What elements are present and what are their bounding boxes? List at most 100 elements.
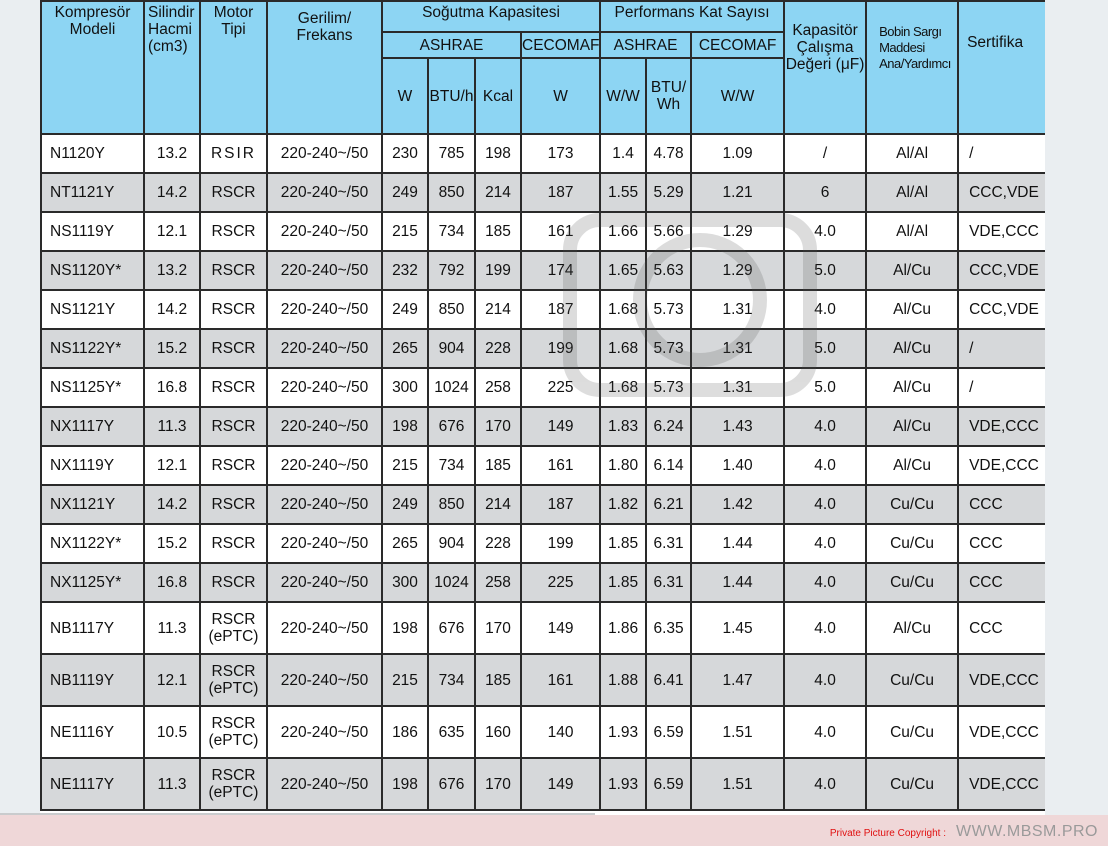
cell-model: NB1117Y (40, 601, 145, 655)
cell-motor-type: RSCR (199, 172, 268, 213)
table-row: NB1117Y 11.3 RSCR (ePTC) 220-240~/50 198 676 1… (40, 601, 1045, 655)
cell-cooling-btuh: 1024 (427, 367, 476, 408)
cell-cooling-w: 300 (381, 367, 429, 408)
cell-perf-cecomaf-ww: 1.51 (690, 705, 786, 759)
cell-model: NS1119Y (40, 211, 145, 252)
cell-capacitor: 4.0 (783, 289, 868, 330)
unit-btu-wh: BTU/ Wh (645, 57, 693, 135)
cell-perf-btuwh: 6.31 (645, 562, 693, 603)
cell-perf-btuwh: 6.24 (645, 406, 693, 447)
col-header-performance: Performans Kat Sayısı (599, 0, 786, 33)
cell-cooling-w: 198 (381, 406, 429, 447)
cell-model: NE1117Y (40, 757, 145, 811)
cell-cecomaf-w: 199 (519, 328, 602, 369)
cell-model: NS1122Y* (40, 328, 145, 369)
cell-voltage: 220-240~/50 (266, 406, 383, 447)
cell-perf-cecomaf-ww: 1.31 (690, 367, 786, 408)
cell-cooling-kcal: 214 (474, 289, 522, 330)
cell-cooling-w: 265 (381, 523, 429, 564)
cell-cooling-btuh: 1024 (427, 562, 476, 603)
cell-perf-btuwh: 4.78 (645, 133, 693, 174)
cell-cooling-btuh: 734 (427, 445, 476, 486)
cell-capacitor: 5.0 (783, 328, 868, 369)
cell-cecomaf-w: 174 (519, 250, 602, 291)
cell-displacement: 11.3 (143, 757, 201, 811)
cell-cooling-btuh: 635 (427, 705, 476, 759)
cell-voltage: 220-240~/50 (266, 562, 383, 603)
table-row: NX1117Y 11.3 RSCR 220-240~/50 198 676 170 149 1.… (40, 406, 1045, 447)
cell-cooling-kcal: 214 (474, 484, 522, 525)
cell-certificate: CCC (957, 484, 1045, 525)
cell-model: NB1119Y (40, 653, 145, 707)
col-header-cooling-capacity: Soğutma Kapasitesi (380, 0, 602, 33)
cell-cooling-w: 249 (381, 484, 429, 525)
table-row: NS1121Y 14.2 RSCR 220-240~/50 249 850 214 187 1.… (40, 289, 1045, 330)
cell-cooling-w: 198 (381, 601, 429, 655)
cell-perf-cecomaf-ww: 1.40 (690, 445, 786, 486)
cell-certificate: VDE,CCC (957, 757, 1045, 811)
col-header-cooling-cecomaf: CECOMAF (519, 31, 602, 59)
cell-perf-cecomaf-ww: 1.44 (690, 523, 786, 564)
cell-displacement: 11.3 (143, 601, 201, 655)
cell-motor-type: RSCR (199, 250, 268, 291)
table-row: N1120Y 13.2 RSIR 220-240~/50 230 785 198 173 1.4… (40, 133, 1045, 174)
cell-cooling-kcal: 170 (474, 406, 522, 447)
cell-certificate: VDE,CCC (957, 445, 1045, 486)
cell-perf-btuwh: 5.73 (645, 289, 693, 330)
cell-winding: Al/Cu (865, 445, 960, 486)
cell-winding: Al/Al (865, 133, 960, 174)
cell-cecomaf-w: 173 (519, 133, 602, 174)
cell-motor-type: RSCR (ePTC) (199, 601, 268, 655)
cell-displacement: 16.8 (143, 367, 201, 408)
cell-certificate: VDE,CCC (957, 211, 1045, 252)
cell-cooling-kcal: 199 (474, 250, 522, 291)
table-row: NX1122Y* 15.2 RSCR 220-240~/50 265 904 228 199 1… (40, 523, 1045, 564)
table-row: NS1120Y* 13.2 RSCR 220-240~/50 232 792 199 174 1… (40, 250, 1045, 291)
cell-perf-cecomaf-ww: 1.47 (690, 653, 786, 707)
cell-capacitor: / (783, 133, 868, 174)
footer-bar (0, 815, 1108, 846)
cell-winding: Cu/Cu (865, 484, 960, 525)
cell-perf-btuwh: 5.29 (645, 172, 693, 213)
col-header-displacement: Silindir Hacmi (cm3) (143, 0, 201, 135)
cell-cooling-w: 249 (381, 289, 429, 330)
table-row: NE1117Y 11.3 RSCR (ePTC) 220-240~/50 198 676 1… (40, 757, 1045, 811)
cell-motor-type: RSCR (199, 367, 268, 408)
cell-winding: Al/Al (865, 211, 960, 252)
cell-winding: Al/Cu (865, 289, 960, 330)
cell-cooling-w: 215 (381, 211, 429, 252)
cell-cooling-btuh: 850 (427, 289, 476, 330)
cell-perf-btuwh: 6.14 (645, 445, 693, 486)
table-row: NX1125Y* 16.8 RSCR 220-240~/50 300 1024 258 225… (40, 562, 1045, 603)
cell-cooling-w: 232 (381, 250, 429, 291)
col-header-certificate: Sertifika (957, 0, 1045, 135)
table-row: NT1121Y 14.2 RSCR 220-240~/50 249 850 214 187 1.… (40, 172, 1045, 213)
cell-cooling-btuh: 904 (427, 328, 476, 369)
cell-cooling-w: 186 (381, 705, 429, 759)
cell-winding: Al/Cu (865, 406, 960, 447)
cell-voltage: 220-240~/50 (266, 601, 383, 655)
cell-winding: Al/Cu (865, 367, 960, 408)
cell-model: NT1121Y (40, 172, 145, 213)
cell-voltage: 220-240~/50 (266, 705, 383, 759)
cell-certificate: VDE,CCC (957, 653, 1045, 707)
cell-winding: Al/Cu (865, 328, 960, 369)
col-header-capacitor: Kapasitör Çalışma Değeri (μF) (783, 0, 868, 135)
cell-voltage: 220-240~/50 (266, 367, 383, 408)
cell-perf-cecomaf-ww: 1.44 (690, 562, 786, 603)
unit-btuh: BTU/h (427, 57, 476, 135)
unit-cecomaf-w: W (519, 57, 602, 135)
cell-displacement: 10.5 (143, 705, 201, 759)
cell-winding: Al/Cu (865, 601, 960, 655)
cell-motor-type: RSIR (199, 133, 268, 174)
cell-perf-ww: 1.68 (599, 289, 648, 330)
cell-model: NS1125Y* (40, 367, 145, 408)
cell-perf-btuwh: 5.73 (645, 367, 693, 408)
unit-cecomaf-ww: W/W (690, 57, 786, 135)
cell-winding: Cu/Cu (865, 705, 960, 759)
cell-cooling-kcal: 170 (474, 601, 522, 655)
cell-perf-ww: 1.68 (599, 328, 648, 369)
cell-model: N1120Y (40, 133, 145, 174)
cell-cooling-kcal: 198 (474, 133, 522, 174)
cell-cooling-w: 215 (381, 653, 429, 707)
